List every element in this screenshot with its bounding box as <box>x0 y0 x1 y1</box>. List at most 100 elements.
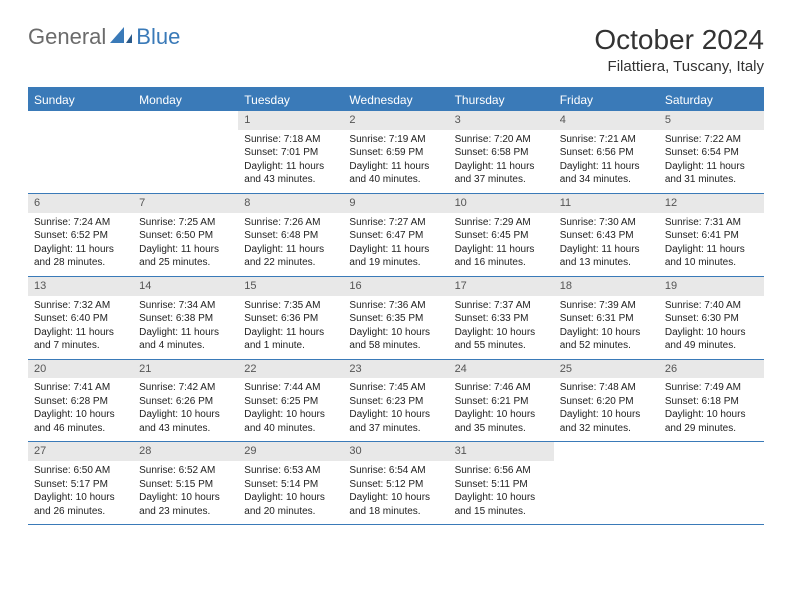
calendar-cell: 18Sunrise: 7:39 AMSunset: 6:31 PMDayligh… <box>554 277 659 359</box>
sunset-text: Sunset: 6:43 PM <box>560 229 653 243</box>
sunset-text: Sunset: 6:28 PM <box>34 395 127 409</box>
day-number <box>28 111 133 115</box>
daylight-text: Daylight: 10 hours and 58 minutes. <box>349 326 442 353</box>
cell-body: Sunrise: 7:49 AMSunset: 6:18 PMDaylight:… <box>659 378 764 441</box>
sunrise-text: Sunrise: 7:44 AM <box>244 381 337 395</box>
day-number: 11 <box>554 194 659 213</box>
daylight-text: Daylight: 11 hours and 43 minutes. <box>244 160 337 187</box>
calendar-cell: 17Sunrise: 7:37 AMSunset: 6:33 PMDayligh… <box>449 277 554 359</box>
calendar-cell: 27Sunrise: 6:50 AMSunset: 5:17 PMDayligh… <box>28 442 133 524</box>
daylight-text: Daylight: 10 hours and 55 minutes. <box>455 326 548 353</box>
daylight-text: Daylight: 11 hours and 4 minutes. <box>139 326 232 353</box>
day-name: Friday <box>554 89 659 111</box>
sunset-text: Sunset: 6:36 PM <box>244 312 337 326</box>
sunset-text: Sunset: 6:35 PM <box>349 312 442 326</box>
daylight-text: Daylight: 11 hours and 40 minutes. <box>349 160 442 187</box>
day-number: 20 <box>28 360 133 379</box>
day-number: 22 <box>238 360 343 379</box>
calendar-cell: 20Sunrise: 7:41 AMSunset: 6:28 PMDayligh… <box>28 360 133 442</box>
cell-body: Sunrise: 7:35 AMSunset: 6:36 PMDaylight:… <box>238 296 343 359</box>
sunrise-text: Sunrise: 7:35 AM <box>244 299 337 313</box>
week-row: 13Sunrise: 7:32 AMSunset: 6:40 PMDayligh… <box>28 277 764 360</box>
logo: General Blue <box>28 24 180 50</box>
cell-body: Sunrise: 7:27 AMSunset: 6:47 PMDaylight:… <box>343 213 448 276</box>
daylight-text: Daylight: 10 hours and 29 minutes. <box>665 408 758 435</box>
cell-body: Sunrise: 7:21 AMSunset: 6:56 PMDaylight:… <box>554 130 659 193</box>
logo-text-blue: Blue <box>136 24 180 50</box>
daylight-text: Daylight: 10 hours and 26 minutes. <box>34 491 127 518</box>
month-title: October 2024 <box>594 24 764 56</box>
cell-body: Sunrise: 6:56 AMSunset: 5:11 PMDaylight:… <box>449 461 554 524</box>
sunrise-text: Sunrise: 6:56 AM <box>455 464 548 478</box>
calendar-cell: 30Sunrise: 6:54 AMSunset: 5:12 PMDayligh… <box>343 442 448 524</box>
sunrise-text: Sunrise: 6:53 AM <box>244 464 337 478</box>
day-number: 28 <box>133 442 238 461</box>
daylight-text: Daylight: 10 hours and 49 minutes. <box>665 326 758 353</box>
sunrise-text: Sunrise: 7:31 AM <box>665 216 758 230</box>
cell-body: Sunrise: 7:48 AMSunset: 6:20 PMDaylight:… <box>554 378 659 441</box>
sunrise-text: Sunrise: 7:46 AM <box>455 381 548 395</box>
daylight-text: Daylight: 10 hours and 37 minutes. <box>349 408 442 435</box>
day-number: 23 <box>343 360 448 379</box>
day-number: 10 <box>449 194 554 213</box>
calendar-cell: 7Sunrise: 7:25 AMSunset: 6:50 PMDaylight… <box>133 194 238 276</box>
calendar-cell: 12Sunrise: 7:31 AMSunset: 6:41 PMDayligh… <box>659 194 764 276</box>
daylight-text: Daylight: 10 hours and 46 minutes. <box>34 408 127 435</box>
calendar-cell: 28Sunrise: 6:52 AMSunset: 5:15 PMDayligh… <box>133 442 238 524</box>
sunrise-text: Sunrise: 7:18 AM <box>244 133 337 147</box>
week-row: 20Sunrise: 7:41 AMSunset: 6:28 PMDayligh… <box>28 360 764 443</box>
sunset-text: Sunset: 6:52 PM <box>34 229 127 243</box>
sunset-text: Sunset: 6:47 PM <box>349 229 442 243</box>
day-number: 7 <box>133 194 238 213</box>
calendar-cell: 11Sunrise: 7:30 AMSunset: 6:43 PMDayligh… <box>554 194 659 276</box>
day-number: 27 <box>28 442 133 461</box>
day-number: 4 <box>554 111 659 130</box>
day-number: 14 <box>133 277 238 296</box>
cell-body: Sunrise: 7:34 AMSunset: 6:38 PMDaylight:… <box>133 296 238 359</box>
week-row: 6Sunrise: 7:24 AMSunset: 6:52 PMDaylight… <box>28 194 764 277</box>
cell-body: Sunrise: 7:31 AMSunset: 6:41 PMDaylight:… <box>659 213 764 276</box>
cell-body: Sunrise: 6:53 AMSunset: 5:14 PMDaylight:… <box>238 461 343 524</box>
cell-body: Sunrise: 7:37 AMSunset: 6:33 PMDaylight:… <box>449 296 554 359</box>
day-names-row: SundayMondayTuesdayWednesdayThursdayFrid… <box>28 89 764 111</box>
sunset-text: Sunset: 6:18 PM <box>665 395 758 409</box>
sunrise-text: Sunrise: 7:34 AM <box>139 299 232 313</box>
day-number: 8 <box>238 194 343 213</box>
day-number: 29 <box>238 442 343 461</box>
cell-body: Sunrise: 6:52 AMSunset: 5:15 PMDaylight:… <box>133 461 238 524</box>
sunrise-text: Sunrise: 7:26 AM <box>244 216 337 230</box>
location: Filattiera, Tuscany, Italy <box>594 58 764 75</box>
daylight-text: Daylight: 11 hours and 1 minute. <box>244 326 337 353</box>
sunset-text: Sunset: 5:12 PM <box>349 478 442 492</box>
daylight-text: Daylight: 11 hours and 16 minutes. <box>455 243 548 270</box>
week-row: 27Sunrise: 6:50 AMSunset: 5:17 PMDayligh… <box>28 442 764 525</box>
cell-body: Sunrise: 7:25 AMSunset: 6:50 PMDaylight:… <box>133 213 238 276</box>
day-number: 26 <box>659 360 764 379</box>
calendar-cell: 24Sunrise: 7:46 AMSunset: 6:21 PMDayligh… <box>449 360 554 442</box>
calendar-cell: 3Sunrise: 7:20 AMSunset: 6:58 PMDaylight… <box>449 111 554 193</box>
day-number: 19 <box>659 277 764 296</box>
daylight-text: Daylight: 11 hours and 25 minutes. <box>139 243 232 270</box>
page: General Blue October 2024 Filattiera, Tu… <box>0 0 792 549</box>
day-number <box>659 442 764 446</box>
day-name: Tuesday <box>238 89 343 111</box>
weeks-container: 1Sunrise: 7:18 AMSunset: 7:01 PMDaylight… <box>28 111 764 525</box>
calendar-cell <box>659 442 764 524</box>
calendar-cell <box>133 111 238 193</box>
header: General Blue October 2024 Filattiera, Tu… <box>28 24 764 75</box>
sunrise-text: Sunrise: 6:54 AM <box>349 464 442 478</box>
cell-body: Sunrise: 7:42 AMSunset: 6:26 PMDaylight:… <box>133 378 238 441</box>
calendar-cell: 5Sunrise: 7:22 AMSunset: 6:54 PMDaylight… <box>659 111 764 193</box>
calendar-cell <box>554 442 659 524</box>
cell-body: Sunrise: 7:18 AMSunset: 7:01 PMDaylight:… <box>238 130 343 193</box>
sunset-text: Sunset: 6:58 PM <box>455 146 548 160</box>
sunrise-text: Sunrise: 7:37 AM <box>455 299 548 313</box>
sunrise-text: Sunrise: 7:21 AM <box>560 133 653 147</box>
day-number: 2 <box>343 111 448 130</box>
calendar-cell: 22Sunrise: 7:44 AMSunset: 6:25 PMDayligh… <box>238 360 343 442</box>
day-number <box>554 442 659 446</box>
cell-body: Sunrise: 7:22 AMSunset: 6:54 PMDaylight:… <box>659 130 764 193</box>
calendar-cell: 25Sunrise: 7:48 AMSunset: 6:20 PMDayligh… <box>554 360 659 442</box>
sunset-text: Sunset: 6:38 PM <box>139 312 232 326</box>
sunrise-text: Sunrise: 7:20 AM <box>455 133 548 147</box>
